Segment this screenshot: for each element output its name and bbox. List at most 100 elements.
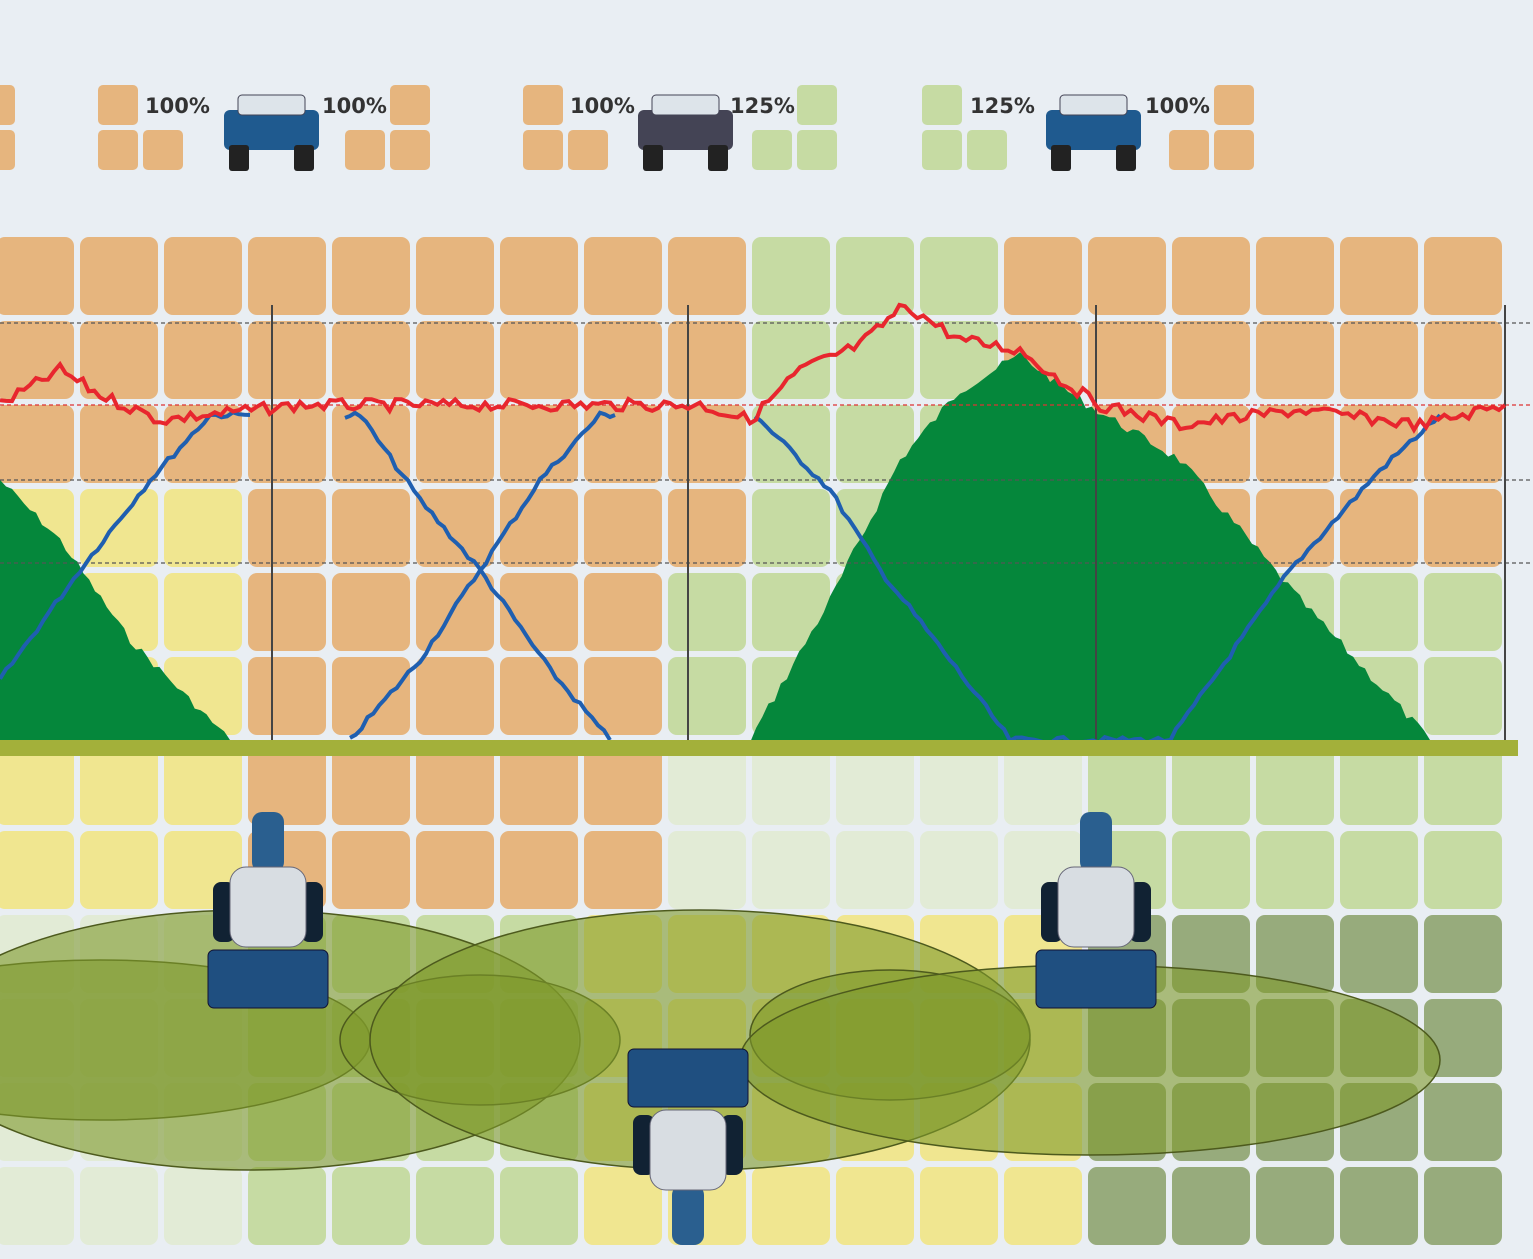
tile — [80, 405, 158, 483]
tile — [752, 1167, 830, 1245]
tile — [0, 237, 74, 315]
tile — [1424, 657, 1502, 735]
tile — [584, 405, 662, 483]
wheel — [1116, 145, 1136, 171]
tractor — [1035, 812, 1157, 1009]
tile — [668, 321, 746, 399]
tractors — [207, 812, 1157, 1245]
tile — [1256, 489, 1334, 567]
tile — [1424, 831, 1502, 909]
truck-body — [224, 110, 319, 150]
tile — [752, 405, 830, 483]
tile — [1424, 237, 1502, 315]
rate-tile — [797, 130, 837, 170]
tile — [584, 747, 662, 825]
tile — [920, 747, 998, 825]
tile — [1256, 321, 1334, 399]
tile — [1172, 237, 1250, 315]
tile — [416, 1167, 494, 1245]
distribution-chart — [0, 302, 1533, 746]
rate-label: 125% — [730, 94, 795, 118]
tile — [164, 573, 242, 651]
tile — [0, 831, 74, 909]
truck-body — [1046, 110, 1141, 150]
tile — [1256, 1167, 1334, 1245]
tile — [164, 747, 242, 825]
tile — [668, 657, 746, 735]
tile — [416, 405, 494, 483]
tile — [836, 237, 914, 315]
tile — [1172, 747, 1250, 825]
spread-overview — [0, 85, 1254, 171]
tile — [80, 321, 158, 399]
tile — [1088, 237, 1166, 315]
tile — [0, 321, 74, 399]
rate-label: 100% — [322, 94, 387, 118]
tile — [500, 321, 578, 399]
tile — [752, 747, 830, 825]
wheel — [1051, 145, 1071, 171]
tile — [248, 573, 326, 651]
rate-tile — [390, 85, 430, 125]
coverage-area — [750, 352, 1430, 743]
cab — [649, 1109, 727, 1191]
rate-tile — [1169, 130, 1209, 170]
tile — [920, 831, 998, 909]
tile — [416, 573, 494, 651]
tile — [500, 489, 578, 567]
tile — [500, 405, 578, 483]
tile — [164, 1167, 242, 1245]
tile — [1340, 573, 1418, 651]
tile — [164, 405, 242, 483]
tile — [416, 657, 494, 735]
tile — [0, 1167, 74, 1245]
tile — [248, 489, 326, 567]
tile — [752, 831, 830, 909]
rate-labels: 100% 100% 100% 125% 125% 100% — [145, 94, 1210, 118]
cab — [1057, 866, 1135, 948]
tile — [332, 321, 410, 399]
tile — [1088, 1167, 1166, 1245]
tile — [0, 405, 74, 483]
tile — [248, 747, 326, 825]
tile — [584, 573, 662, 651]
tile — [1340, 747, 1418, 825]
tile — [0, 747, 74, 825]
rate-label: 125% — [970, 94, 1035, 118]
rate-tile — [523, 85, 563, 125]
wheel — [643, 145, 663, 171]
rate-label: 100% — [145, 94, 210, 118]
rate-tile — [967, 130, 1007, 170]
rate-tile — [568, 130, 608, 170]
tile — [248, 1167, 326, 1245]
hood — [1080, 812, 1112, 872]
tile — [1256, 405, 1334, 483]
rate-label: 100% — [1145, 94, 1210, 118]
tile — [668, 831, 746, 909]
tile — [500, 657, 578, 735]
tile — [332, 657, 410, 735]
tile — [500, 831, 578, 909]
tile — [1004, 747, 1082, 825]
rate-tile — [922, 85, 962, 125]
tile — [1424, 1083, 1502, 1161]
tile — [584, 831, 662, 909]
tile — [416, 831, 494, 909]
tile — [752, 321, 830, 399]
truck-cab — [1059, 94, 1128, 116]
tile — [1424, 747, 1502, 825]
tile — [1256, 831, 1334, 909]
tile — [1424, 1167, 1502, 1245]
single-spread-line — [344, 410, 612, 742]
tile — [500, 1167, 578, 1245]
tile — [1088, 747, 1166, 825]
tile — [1340, 831, 1418, 909]
tile — [752, 489, 830, 567]
tile — [836, 405, 914, 483]
tile — [752, 237, 830, 315]
tile — [1424, 489, 1502, 567]
truck-body — [638, 110, 733, 150]
wheel — [229, 145, 249, 171]
rate-tile — [345, 130, 385, 170]
boom-bar — [0, 740, 1518, 756]
